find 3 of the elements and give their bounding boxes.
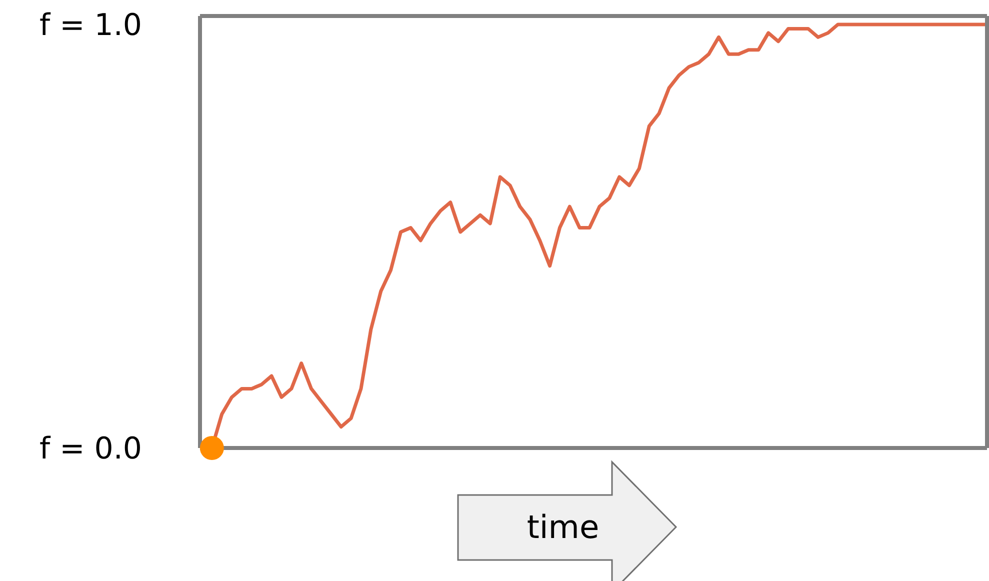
x-axis-title: time bbox=[526, 508, 600, 546]
y-tick-label: f = 1.0 bbox=[40, 8, 142, 44]
y-tick-label: f = 0.0 bbox=[40, 432, 142, 467]
